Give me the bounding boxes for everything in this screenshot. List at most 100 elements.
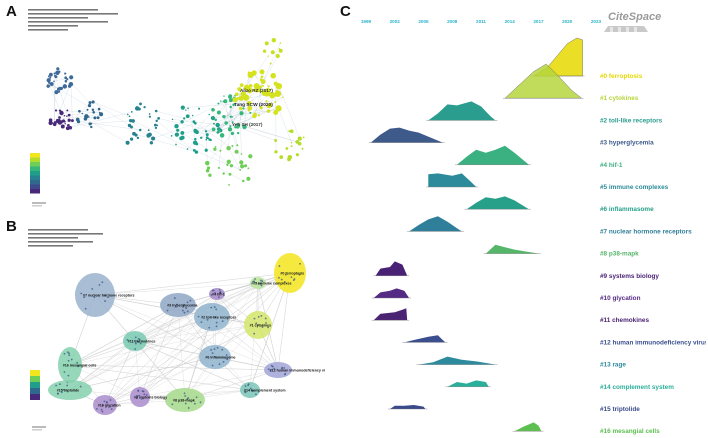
network-node: [301, 147, 304, 150]
series-band: #6 inflammasome: [464, 196, 654, 213]
series-label: #2 toll-like receptors: [600, 117, 663, 124]
network-node: [83, 117, 88, 121]
network-node: [211, 127, 216, 132]
network-node: [91, 100, 95, 104]
network-node: [76, 119, 81, 124]
x-tick-label: 2017: [533, 19, 544, 24]
cluster-label: #0 ferroptosis: [280, 272, 304, 276]
network-node: [53, 80, 55, 83]
network-node: [237, 131, 240, 135]
series-label: #12 human immunodeficiency virus: [600, 339, 706, 346]
series-band: #7 nuclear hormone receptors: [407, 216, 692, 235]
network-node: [48, 118, 53, 122]
series-area: [409, 216, 462, 232]
network-node: [207, 137, 209, 140]
network-node: [217, 129, 221, 133]
network-node: [243, 164, 248, 168]
network-node: [48, 72, 53, 77]
network-node: [274, 101, 277, 103]
network-node: [64, 123, 66, 125]
network-node: [204, 130, 208, 133]
network-node: [285, 147, 289, 150]
network-node: [205, 162, 207, 165]
cluster-label: #6 inflammasome: [205, 356, 235, 360]
cluster-label: #16 mesangial cells: [63, 364, 97, 368]
network-node: [195, 130, 199, 135]
citespace-logo-text: CiteSpace: [608, 11, 661, 23]
network-node: [264, 41, 269, 46]
network-node: [261, 84, 264, 87]
network-node: [243, 94, 250, 101]
network-node: [98, 111, 101, 114]
network-node: [211, 115, 214, 118]
network-node: [148, 113, 151, 115]
network-node: [270, 72, 276, 79]
network-node: [62, 84, 68, 89]
network-node: [63, 120, 66, 123]
series-area: [428, 101, 496, 121]
network-node: [155, 119, 158, 123]
network-node: [63, 114, 66, 117]
network-node: [185, 109, 187, 111]
cluster-blob: #12 human immunodeficiency virus: [264, 362, 325, 378]
network-node: [230, 131, 235, 136]
cluster-blob: #7 nuclear hormone receptors: [75, 273, 135, 317]
network-node: [187, 107, 189, 110]
network-node: [279, 155, 284, 159]
network-node: [136, 136, 140, 140]
network-node: [180, 130, 185, 135]
network-node: [216, 110, 221, 115]
network-node: [265, 87, 271, 94]
cluster-blob: #6 inflammasome: [199, 345, 236, 369]
network-node: [87, 104, 92, 108]
network-node: [254, 86, 261, 93]
cluster-label: #14 complement system: [244, 389, 286, 393]
panel-c-series: #0 ferroptosis #1 cytokines #2 toll-like r…: [368, 37, 706, 435]
network-node: [66, 109, 69, 112]
cluster-blob: #16 mesangial cells: [58, 347, 96, 383]
network-node: [288, 130, 291, 133]
network-node: [247, 71, 254, 79]
network-node: [205, 169, 210, 173]
series-band: #9 systems biology: [373, 261, 659, 280]
panel-b-letter: B: [6, 218, 17, 235]
network-node: [236, 144, 239, 147]
panel-a-header-lines: [28, 9, 118, 31]
network-node: [231, 121, 234, 124]
network-node: [193, 128, 197, 132]
network-node: [247, 167, 250, 170]
network-node: [213, 147, 217, 151]
cluster-blob: #0 ferroptosis: [274, 253, 306, 293]
network-node: [246, 176, 251, 181]
network-node: [238, 95, 244, 101]
cluster-label: #12 human immunodeficiency virus: [270, 369, 325, 373]
series-label: #3 hyperglycemia: [600, 140, 654, 147]
series-area: [457, 145, 529, 165]
network-node: [58, 86, 62, 91]
network-node: [58, 91, 60, 93]
network-node: [269, 92, 272, 95]
network-node: [242, 124, 247, 130]
network-node: [205, 133, 209, 137]
network-node: [213, 122, 215, 125]
network-node: [248, 154, 253, 159]
x-tick-label: 2011: [476, 19, 486, 24]
network-node: [180, 120, 184, 124]
network-node: [226, 145, 231, 151]
network-node: [209, 139, 212, 142]
network-node: [67, 118, 71, 122]
series-label: #6 inflammasome: [600, 206, 654, 213]
network-node: [239, 83, 244, 87]
network-node: [53, 72, 56, 75]
cluster-label: #3 hyperglycemia: [167, 304, 198, 308]
series-band: #4 hif-1: [455, 145, 623, 169]
citespace-logo: CiteSpace: [604, 11, 661, 32]
series-label: #11 chemokines: [600, 317, 649, 324]
network-node: [137, 107, 141, 111]
network-node: [59, 120, 63, 124]
panel-a-network: Alizo RZ (2017) Tang SCW (2020) Yeh SH (…: [28, 9, 305, 207]
network-node: [217, 102, 220, 105]
network-node: [179, 136, 184, 141]
network-node: [245, 95, 248, 97]
network-node: [289, 129, 294, 134]
